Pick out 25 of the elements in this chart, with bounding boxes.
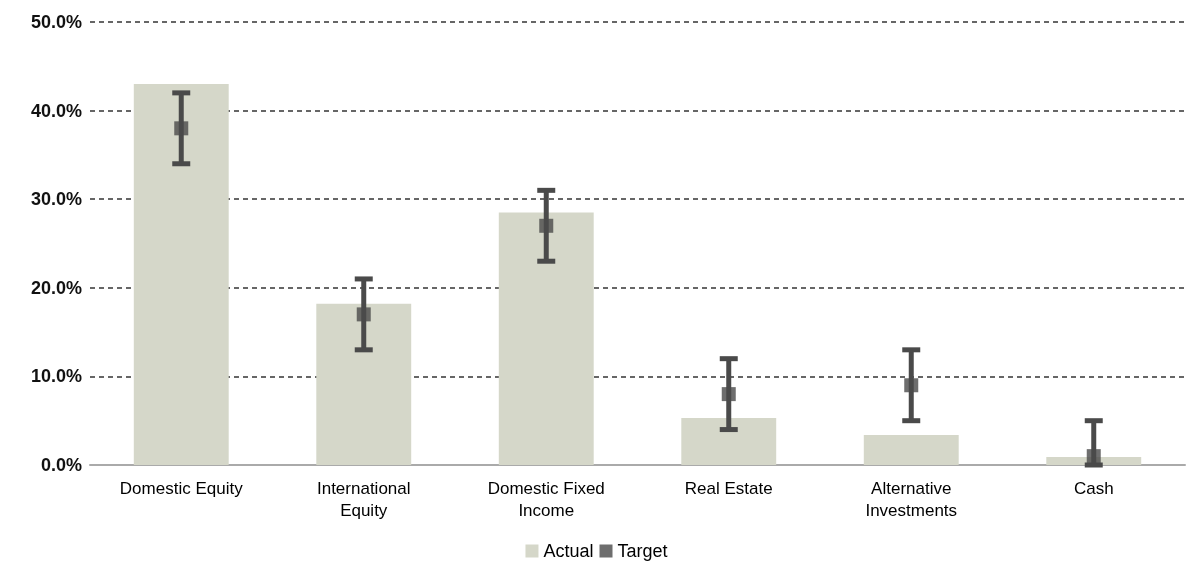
point (721, 387, 736, 402)
x-tick-label: Domestic Fixed Income (487, 478, 605, 520)
y-tick-label: 30.0% (30, 189, 82, 210)
bar (681, 418, 777, 465)
legend-label: Target (617, 541, 668, 561)
x-tick-label: International Equity (316, 478, 411, 520)
y-tick-label: 10.0% (30, 366, 82, 387)
bar (498, 212, 594, 465)
x-tick-label: Alternative Investments (865, 478, 958, 520)
x-tick-label: Cash (1073, 478, 1114, 498)
point (356, 307, 371, 322)
y-tick-label: 40.0% (30, 100, 82, 121)
point (904, 378, 919, 393)
y-tick-label: 0.0% (40, 455, 82, 475)
legend-label: Actual (543, 541, 594, 561)
y-tick-label: 20.0% (30, 277, 82, 298)
bar (133, 84, 229, 465)
bar (316, 303, 412, 465)
bar (863, 434, 959, 465)
point (174, 121, 189, 136)
y-tick-label: 50.0% (30, 12, 82, 32)
point (539, 218, 554, 233)
point (1086, 449, 1101, 464)
x-tick-label: Domestic Equity (119, 478, 244, 498)
x-tick-label: Real Estate (684, 478, 773, 498)
